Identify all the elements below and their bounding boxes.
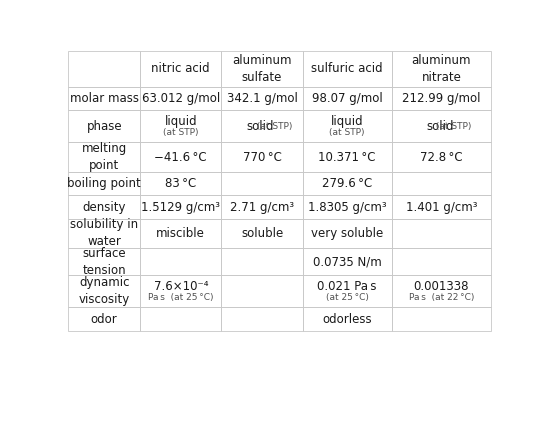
Text: molar mass: molar mass: [70, 92, 139, 105]
Bar: [222, 142, 302, 172]
Bar: [222, 248, 302, 275]
Text: miscible: miscible: [156, 227, 205, 240]
Bar: [302, 248, 391, 275]
Bar: [302, 275, 391, 307]
Text: 0.001338: 0.001338: [414, 279, 469, 293]
Bar: [68, 110, 140, 142]
Text: 770 °C: 770 °C: [242, 150, 282, 164]
Text: 1.8305 g/cm³: 1.8305 g/cm³: [308, 201, 387, 214]
Text: (at STP): (at STP): [163, 128, 199, 137]
Text: odor: odor: [91, 313, 117, 325]
Bar: [140, 86, 222, 110]
Text: liquid: liquid: [331, 115, 364, 128]
Bar: [140, 196, 222, 219]
Text: nitric acid: nitric acid: [151, 62, 210, 75]
Text: 98.07 g/mol: 98.07 g/mol: [312, 92, 383, 105]
Text: 63.012 g/mol: 63.012 g/mol: [141, 92, 220, 105]
Bar: [68, 307, 140, 331]
Bar: [391, 196, 491, 219]
Text: 7.6×10⁻⁴: 7.6×10⁻⁴: [153, 279, 208, 293]
Text: 212.99 g/mol: 212.99 g/mol: [402, 92, 480, 105]
Bar: [222, 307, 302, 331]
Bar: [140, 248, 222, 275]
Bar: [68, 248, 140, 275]
Bar: [391, 219, 491, 248]
Bar: [222, 196, 302, 219]
Bar: [68, 196, 140, 219]
Bar: [140, 307, 222, 331]
Text: odorless: odorless: [322, 313, 372, 325]
Text: 10.371 °C: 10.371 °C: [318, 150, 376, 164]
Text: liquid: liquid: [164, 115, 197, 128]
Bar: [302, 86, 391, 110]
Text: aluminum
nitrate: aluminum nitrate: [412, 54, 471, 84]
Bar: [140, 172, 222, 196]
Bar: [222, 110, 302, 142]
Text: surface
tension: surface tension: [82, 247, 126, 276]
Text: density: density: [82, 201, 126, 214]
Text: 72.8 °C: 72.8 °C: [420, 150, 463, 164]
Text: boiling point: boiling point: [67, 177, 141, 190]
Text: Pa s  (at 22 °C): Pa s (at 22 °C): [409, 293, 474, 302]
Text: very soluble: very soluble: [311, 227, 383, 240]
Text: 2.71 g/cm³: 2.71 g/cm³: [230, 201, 294, 214]
Bar: [391, 86, 491, 110]
Bar: [302, 172, 391, 196]
Text: 1.401 g/cm³: 1.401 g/cm³: [406, 201, 477, 214]
Bar: [140, 51, 222, 86]
Bar: [140, 219, 222, 248]
Bar: [222, 172, 302, 196]
Text: (at STP): (at STP): [433, 122, 472, 131]
Text: solid: solid: [247, 120, 274, 133]
Bar: [68, 86, 140, 110]
Bar: [68, 142, 140, 172]
Bar: [222, 219, 302, 248]
Bar: [68, 51, 140, 86]
Bar: [140, 275, 222, 307]
Bar: [68, 172, 140, 196]
Bar: [391, 307, 491, 331]
Bar: [391, 110, 491, 142]
Bar: [302, 196, 391, 219]
Bar: [391, 248, 491, 275]
Bar: [302, 219, 391, 248]
Text: 342.1 g/mol: 342.1 g/mol: [227, 92, 298, 105]
Bar: [302, 110, 391, 142]
Text: sulfuric acid: sulfuric acid: [311, 62, 383, 75]
Text: phase: phase: [86, 120, 122, 133]
Text: solid: solid: [426, 120, 454, 133]
Bar: [222, 275, 302, 307]
Bar: [391, 142, 491, 172]
Bar: [68, 219, 140, 248]
Text: soluble: soluble: [241, 227, 283, 240]
Text: 0.021 Pa s: 0.021 Pa s: [317, 279, 377, 293]
Bar: [302, 51, 391, 86]
Text: 0.0735 N/m: 0.0735 N/m: [313, 255, 382, 268]
Text: −41.6 °C: −41.6 °C: [155, 150, 207, 164]
Text: (at 25 °C): (at 25 °C): [325, 293, 369, 302]
Bar: [68, 275, 140, 307]
Bar: [222, 51, 302, 86]
Bar: [391, 275, 491, 307]
Text: 279.6 °C: 279.6 °C: [322, 177, 372, 190]
Text: 1.5129 g/cm³: 1.5129 g/cm³: [141, 201, 220, 214]
Bar: [302, 307, 391, 331]
Bar: [222, 86, 302, 110]
Bar: [140, 110, 222, 142]
Bar: [391, 51, 491, 86]
Bar: [302, 142, 391, 172]
Bar: [391, 172, 491, 196]
Text: aluminum
sulfate: aluminum sulfate: [232, 54, 292, 84]
Text: solubility in
water: solubility in water: [70, 219, 138, 248]
Text: dynamic
viscosity: dynamic viscosity: [79, 276, 130, 306]
Bar: [140, 142, 222, 172]
Text: 83 °C: 83 °C: [165, 177, 197, 190]
Text: (at STP): (at STP): [329, 128, 365, 137]
Text: Pa s  (at 25 °C): Pa s (at 25 °C): [148, 293, 213, 302]
Text: (at STP): (at STP): [254, 122, 292, 131]
Text: melting
point: melting point: [81, 142, 127, 172]
